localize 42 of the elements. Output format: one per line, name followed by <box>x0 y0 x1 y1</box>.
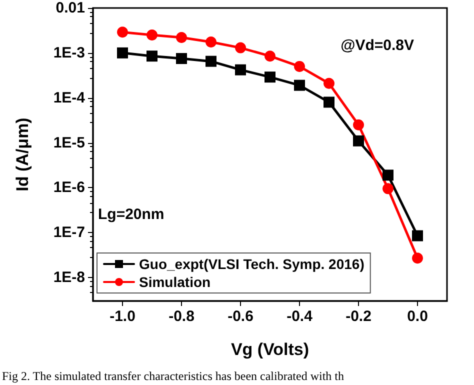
y-axis-title: Id (A/μm) <box>13 118 32 192</box>
y-tick-label: 0.01 <box>56 0 85 16</box>
point <box>176 53 187 64</box>
point <box>117 26 128 38</box>
annotation: @Vd=0.8V <box>340 37 414 54</box>
point <box>294 60 305 72</box>
point <box>206 36 216 48</box>
point <box>146 50 158 62</box>
point <box>324 96 334 108</box>
y-tick-label: 1E-7 <box>53 224 85 242</box>
point <box>294 80 305 91</box>
point <box>412 252 423 264</box>
point <box>235 64 246 76</box>
point <box>235 42 246 54</box>
legend-label: Guo_expt(VLSI Tech. Symp. 2016) <box>139 256 364 272</box>
x-tick-label: -0.2 <box>346 308 372 325</box>
x-tick-label: -1.0 <box>110 308 136 325</box>
point <box>412 230 423 242</box>
x-axis-title: Vg (Volts) <box>230 340 310 359</box>
point <box>382 183 394 194</box>
point <box>324 78 334 89</box>
point <box>353 119 364 130</box>
legend-label: Simulation <box>139 274 211 290</box>
point <box>353 135 364 146</box>
point <box>264 50 276 62</box>
point <box>117 47 128 58</box>
point <box>382 170 394 181</box>
point <box>264 72 276 83</box>
y-tick-label: 1E-6 <box>53 179 85 196</box>
y-tick-label: 1E-5 <box>53 134 85 152</box>
x-tick-label: -0.4 <box>286 308 314 325</box>
point <box>176 32 187 44</box>
point <box>146 30 158 41</box>
y-tick-label: 1E-4 <box>53 89 86 106</box>
x-tick-label: -0.8 <box>168 308 194 325</box>
x-tick-label: 0.0 <box>407 308 428 325</box>
y-tick-label: 1E-3 <box>53 44 85 62</box>
annotation: Lg=20nm <box>98 206 164 223</box>
caption: Fig 2. The simulated transfer characteristics has been calibrated with th <box>2 369 344 383</box>
point <box>206 56 216 67</box>
y-tick-label: 1E-8 <box>53 269 85 286</box>
x-tick-label: -0.6 <box>228 308 254 325</box>
